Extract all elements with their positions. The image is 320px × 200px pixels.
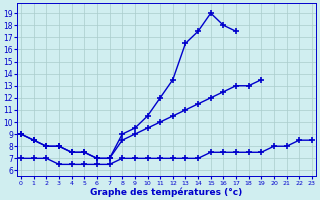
X-axis label: Graphe des températures (°c): Graphe des températures (°c) xyxy=(90,187,243,197)
